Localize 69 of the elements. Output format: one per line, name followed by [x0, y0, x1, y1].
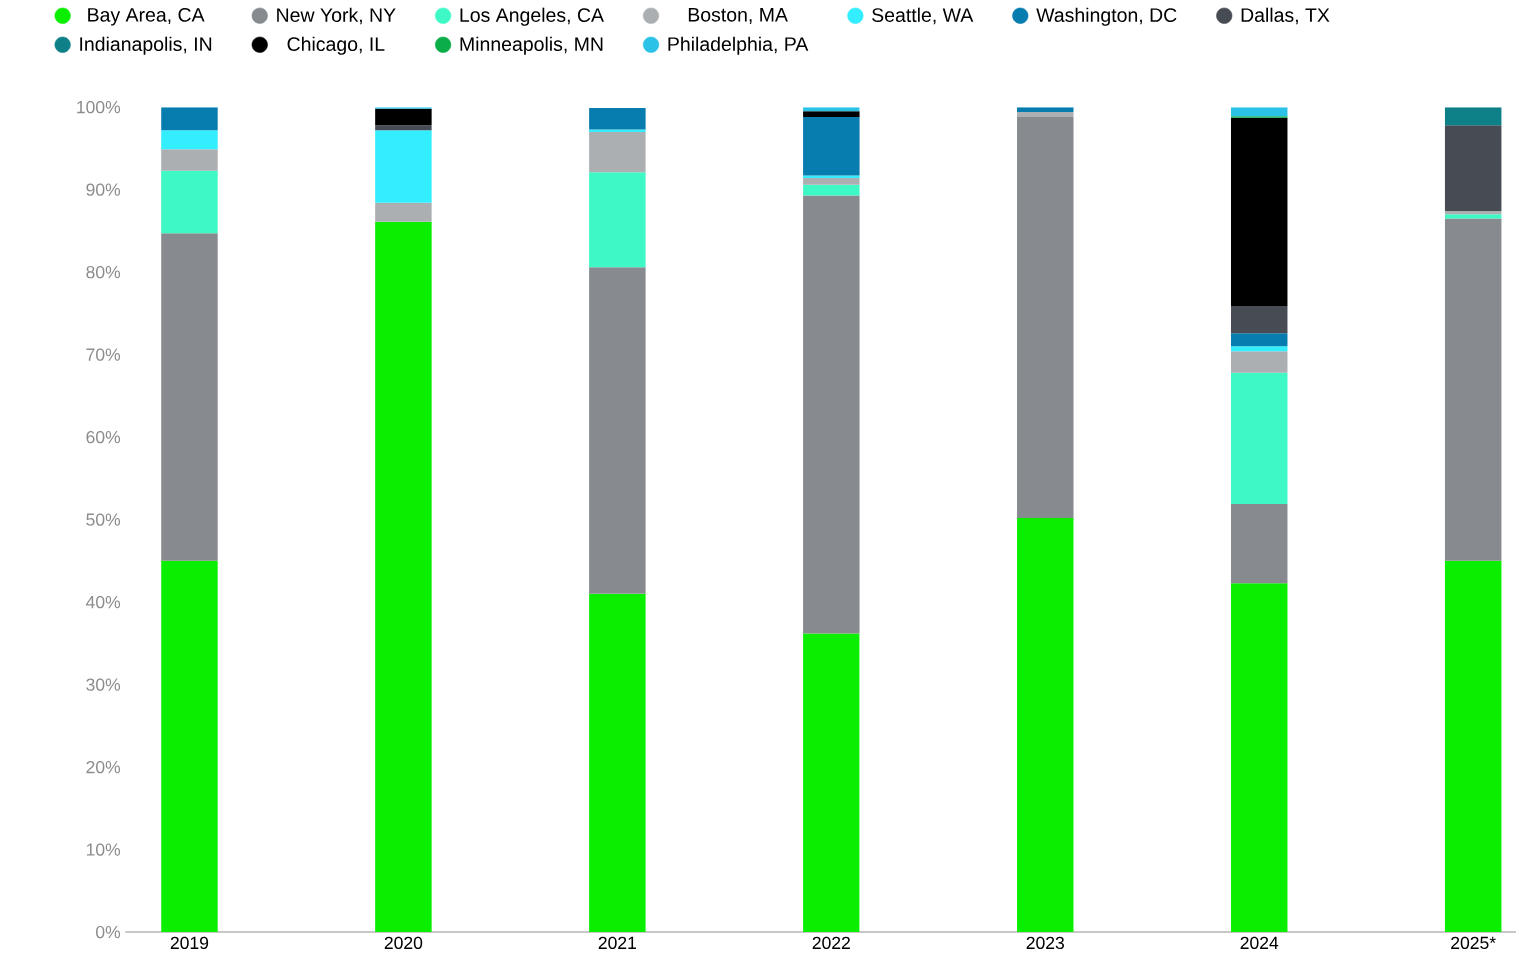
bar [161, 107, 218, 131]
legend-label: Seattle, WA [872, 7, 974, 25]
legend-label: Philadelphia, PA [668, 36, 809, 55]
bar [1017, 116, 1074, 518]
bar [803, 111, 860, 117]
legend-label: Minneapolis, MN [460, 36, 603, 55]
x-tick-label: 2023 [1026, 936, 1065, 949]
x-tick-label: 2020 [384, 936, 423, 949]
bar [589, 129, 646, 132]
bar [375, 202, 432, 222]
bar [161, 233, 218, 561]
bar [1230, 351, 1288, 373]
legend-label: New York, NY [277, 7, 396, 25]
bar [1230, 333, 1288, 347]
bar [1444, 210, 1502, 215]
bar [589, 172, 646, 268]
bar [803, 195, 860, 634]
legend-label: Dallas, TX [1241, 7, 1330, 25]
legend-label: Bay Area, CA [88, 7, 205, 26]
bar [589, 107, 646, 130]
bar [1444, 214, 1502, 219]
bar [1230, 305, 1288, 334]
y-tick-label: 60% [86, 430, 121, 444]
y-tick-label: 80% [86, 265, 121, 279]
bar [1230, 117, 1288, 306]
bar [589, 593, 646, 933]
legend-label: Washington, DC [1036, 7, 1177, 26]
bar [589, 267, 646, 594]
legend-label: Indianapolis, IN [80, 36, 212, 55]
y-tick-label: 70% [86, 348, 121, 361]
legend-label: Los Angeles, CA [460, 7, 604, 26]
x-tick-label: 2022 [812, 936, 850, 949]
y-tick-label: 50% [86, 513, 121, 526]
y-tick-label: 90% [86, 183, 121, 196]
x-tick-label: 2024 [1240, 936, 1279, 949]
bar [1017, 517, 1074, 933]
bar [375, 125, 432, 131]
bar [375, 221, 432, 933]
bar [161, 560, 218, 933]
bar [375, 108, 432, 126]
bar [161, 170, 218, 234]
bar [1444, 218, 1502, 561]
bar [1230, 503, 1288, 584]
x-tick-label: 2021 [598, 936, 636, 949]
bar [161, 130, 218, 150]
bar [803, 116, 860, 176]
x-tick-label: 2025* [1451, 936, 1496, 949]
bar [803, 177, 860, 185]
y-tick-label: 40% [86, 595, 121, 609]
y-tick-label: 100% [77, 100, 121, 114]
legend-label: Chicago, IL [287, 36, 385, 55]
y-tick-label: 30% [86, 678, 121, 691]
bar [1444, 125, 1502, 211]
bar [1444, 560, 1502, 933]
bar [375, 130, 432, 203]
bar [803, 184, 860, 196]
x-tick-label: 2019 [170, 936, 209, 949]
bar [1230, 583, 1288, 933]
bar [1230, 346, 1288, 352]
y-tick-label: 10% [86, 843, 121, 856]
bar [1017, 112, 1074, 117]
bar [1444, 107, 1502, 126]
y-tick-label: 20% [86, 760, 121, 774]
bar [803, 633, 860, 933]
legend-label: Boston, MA [688, 7, 788, 24]
bar [1230, 372, 1288, 504]
bar [589, 131, 646, 173]
bar [161, 149, 218, 171]
y-tick-label: 0% [96, 925, 121, 939]
